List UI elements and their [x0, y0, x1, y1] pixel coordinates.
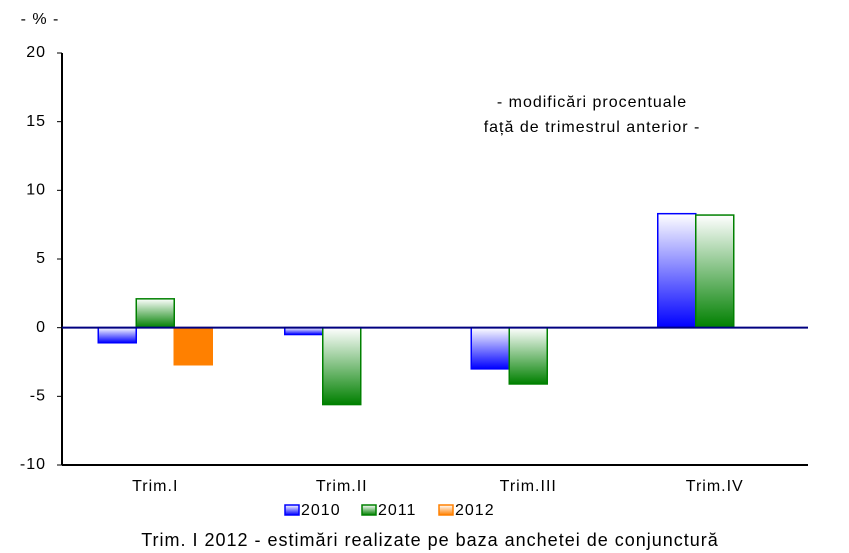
x-tick-label: Trim.IV [686, 478, 744, 495]
bar [284, 326, 324, 336]
bar [657, 212, 697, 329]
bar [695, 214, 735, 329]
bar [173, 326, 213, 366]
footnote: Trim. I 2012 - estimări realizate pe baz… [141, 530, 719, 550]
y-tick-label: 0 [36, 319, 46, 336]
annotation: - modificări procentuale [497, 94, 687, 111]
bar [470, 326, 510, 370]
bar [135, 298, 175, 329]
y-unit: - % - [21, 11, 60, 28]
legend-swatch [438, 504, 454, 516]
legend-label: 2011 [378, 502, 416, 519]
y-tick-label: 15 [26, 113, 46, 130]
legend-label: 2012 [455, 502, 495, 519]
legend-swatch [361, 504, 377, 516]
bar [508, 326, 548, 385]
y-tick-label: -10 [20, 456, 46, 473]
y-tick-label: -5 [30, 388, 46, 405]
bar [322, 326, 362, 406]
legend-swatch [284, 504, 300, 516]
x-tick-label: Trim.II [316, 478, 368, 495]
legend-label: 2010 [301, 502, 341, 519]
y-tick-label: 10 [26, 182, 46, 199]
y-tick-label: 5 [36, 250, 46, 267]
bar [97, 326, 137, 344]
x-tick-label: Trim.III [500, 478, 557, 495]
x-tick-label: Trim.I [132, 478, 178, 495]
annotation: față de trimestrul anterior - [484, 119, 701, 136]
y-tick-label: 20 [26, 44, 46, 61]
